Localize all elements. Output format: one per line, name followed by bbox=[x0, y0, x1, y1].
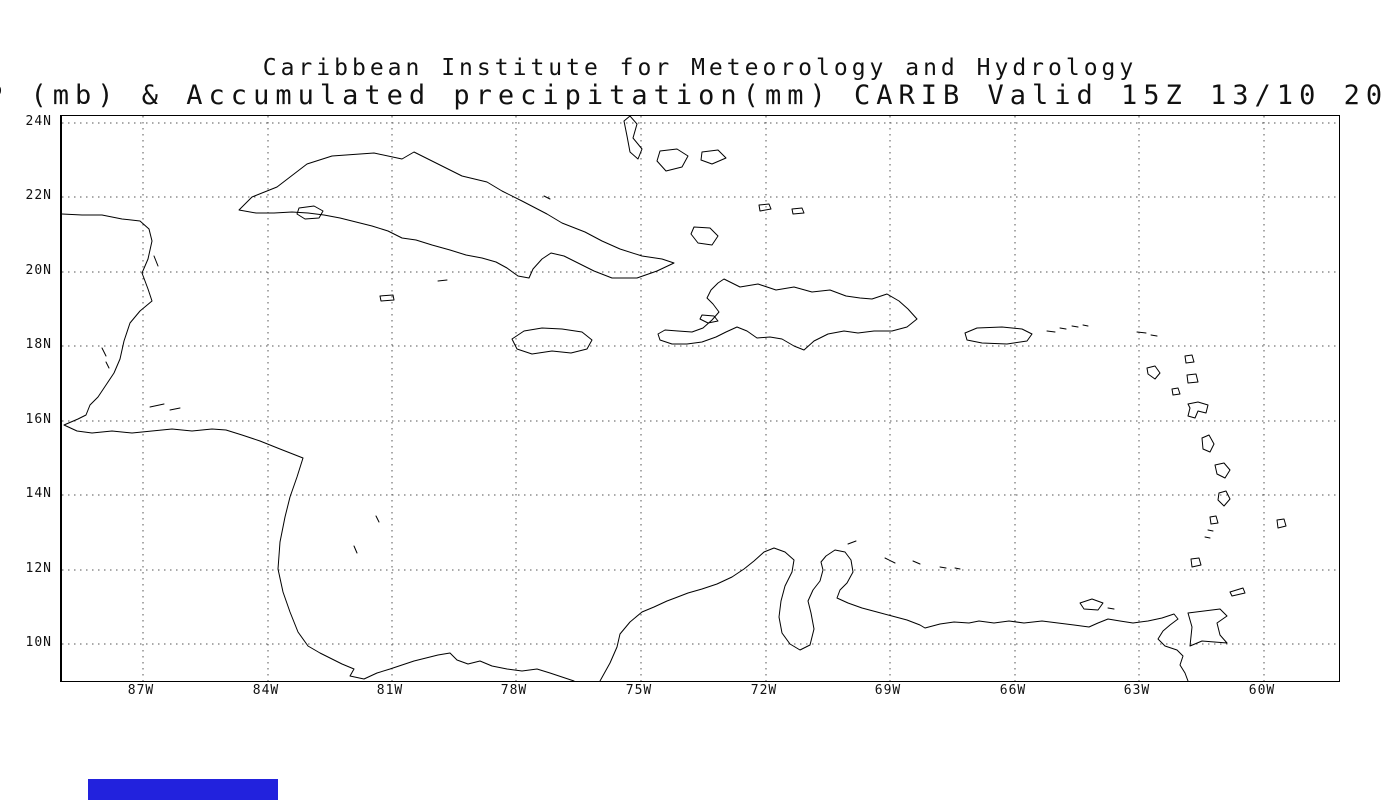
lon-tick-label: 75W bbox=[625, 683, 653, 698]
virgin-islands bbox=[1046, 324, 1089, 333]
tobago-island bbox=[1229, 587, 1246, 597]
bahamas-island bbox=[656, 148, 689, 172]
lon-tick-label: 81W bbox=[376, 683, 404, 698]
jamaica-coastline bbox=[511, 327, 593, 355]
lat-tick-label: 20N bbox=[25, 263, 52, 278]
lat-tick-label: 16N bbox=[25, 412, 52, 427]
lat-tick-label: 24N bbox=[25, 114, 52, 129]
map-plot-area bbox=[60, 115, 1340, 682]
lesser-antilles-islands bbox=[1136, 331, 1231, 568]
san-andres-island bbox=[353, 515, 380, 554]
graticule-gridlines bbox=[62, 116, 1339, 681]
lat-tick-label: 18N bbox=[25, 337, 52, 352]
map-svg bbox=[62, 116, 1339, 681]
hispaniola-coastline bbox=[657, 278, 918, 351]
trinidad-coastline bbox=[1187, 608, 1228, 647]
page-title: Caribbean Institute for Meteorology and … bbox=[262, 55, 1138, 81]
bahamas-island bbox=[623, 116, 643, 160]
great-inagua-island bbox=[690, 226, 719, 246]
abc-islands bbox=[847, 540, 961, 570]
bay-islands bbox=[149, 403, 181, 411]
turks-caicos-islands bbox=[758, 203, 805, 215]
barbados-island bbox=[1276, 518, 1287, 529]
cayman-islands bbox=[379, 279, 448, 302]
bahamas-island bbox=[700, 149, 727, 165]
gonave-island bbox=[699, 314, 719, 324]
legend-color-bar bbox=[88, 779, 278, 800]
cozumel-island bbox=[153, 255, 159, 267]
lon-tick-label: 69W bbox=[874, 683, 902, 698]
lat-tick-label: 10N bbox=[25, 635, 52, 650]
lat-tick-label: 22N bbox=[25, 188, 52, 203]
page-subtitle: P (mb) & Accumulated precipitation(mm) C… bbox=[0, 80, 1389, 111]
lon-tick-label: 72W bbox=[750, 683, 778, 698]
lon-tick-label: 84W bbox=[252, 683, 280, 698]
puerto-rico-coastline bbox=[964, 326, 1033, 345]
lat-tick-label: 14N bbox=[25, 486, 52, 501]
lon-tick-label: 78W bbox=[500, 683, 528, 698]
isla-juventud-coastline bbox=[296, 205, 324, 220]
turneffe-cays bbox=[101, 347, 110, 369]
lon-tick-label: 63W bbox=[1123, 683, 1151, 698]
lat-tick-label: 12N bbox=[25, 561, 52, 576]
lon-tick-label: 66W bbox=[999, 683, 1027, 698]
coastlines bbox=[62, 116, 1287, 681]
cuba-coastline bbox=[238, 151, 675, 279]
south-america-coastline bbox=[599, 547, 1189, 681]
margarita-island bbox=[1079, 598, 1115, 611]
lon-tick-label: 60W bbox=[1248, 683, 1276, 698]
cuba-north-cays bbox=[543, 195, 551, 200]
central-america-coastline bbox=[62, 213, 575, 681]
lon-tick-label: 87W bbox=[127, 683, 155, 698]
